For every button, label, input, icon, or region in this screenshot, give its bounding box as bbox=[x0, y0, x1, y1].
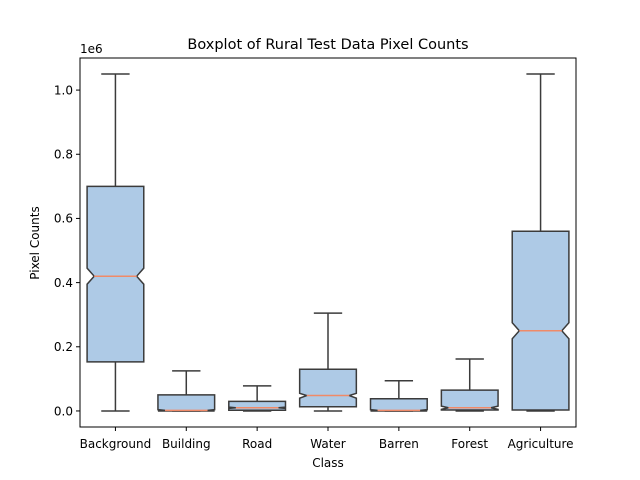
box-group-barren bbox=[369, 380, 428, 412]
y-axis-label: Pixel Counts bbox=[28, 206, 42, 279]
y-tick-label: 0.4 bbox=[54, 276, 73, 290]
y-tick-label: 0.8 bbox=[54, 148, 73, 162]
x-tick-label: Agriculture bbox=[508, 437, 574, 451]
y-tick-label: 0.6 bbox=[54, 212, 73, 226]
box-group-agriculture bbox=[511, 73, 570, 412]
box-group-background bbox=[86, 73, 145, 412]
x-tick-label: Road bbox=[242, 437, 272, 451]
x-axis: Background Building Road Water Barren Forest A… bbox=[80, 427, 574, 451]
box bbox=[86, 185, 145, 363]
chart-title: Boxplot of Rural Test Data Pixel Counts bbox=[187, 37, 468, 53]
x-tick-label: Forest bbox=[451, 437, 488, 451]
box-group-building bbox=[157, 370, 216, 412]
y-tick-label: 1.0 bbox=[54, 83, 73, 97]
box-group-forest bbox=[440, 358, 499, 412]
box-group-road bbox=[228, 385, 287, 412]
y-axis: 0.0 0.2 0.4 0.6 0.8 1.0 bbox=[54, 83, 80, 418]
box bbox=[228, 400, 287, 412]
x-tick-label: Building bbox=[162, 437, 211, 451]
box bbox=[440, 389, 499, 411]
y-axis-offset-label: 1e6 bbox=[80, 42, 103, 56]
x-tick-label: Water bbox=[310, 437, 346, 451]
x-tick-label: Barren bbox=[379, 437, 419, 451]
box bbox=[298, 368, 358, 408]
box bbox=[369, 398, 428, 412]
plot-marks bbox=[86, 73, 570, 412]
box bbox=[157, 394, 216, 412]
box-group-water bbox=[298, 312, 358, 412]
x-tick-label: Background bbox=[80, 437, 152, 451]
y-tick-label: 0.2 bbox=[54, 340, 73, 354]
x-axis-label: Class bbox=[312, 456, 344, 470]
y-tick-label: 0.0 bbox=[54, 404, 73, 418]
box bbox=[511, 230, 570, 411]
